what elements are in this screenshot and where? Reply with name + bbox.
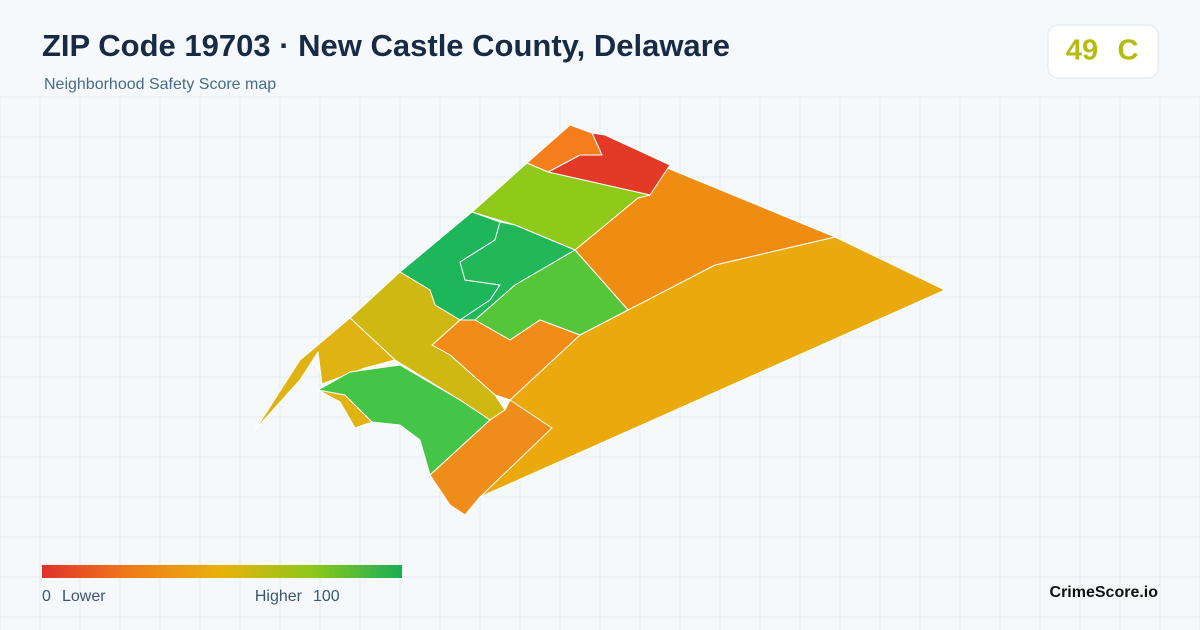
legend-max: 100 xyxy=(313,588,340,605)
score-grade: C xyxy=(1118,35,1139,67)
map-region xyxy=(429,399,553,516)
score-value: 49 xyxy=(1066,35,1098,67)
map-region xyxy=(254,317,396,431)
map xyxy=(254,124,946,516)
map-region xyxy=(459,221,576,321)
legend-gradient xyxy=(42,565,402,578)
legend-min: 0 xyxy=(42,588,51,605)
title: ZIP Code 19703 · New Castle County, Dela… xyxy=(42,28,730,63)
score-badge xyxy=(1047,24,1159,79)
legend-min-label: Lower xyxy=(62,588,106,605)
brand: CrimeScore.io xyxy=(1050,584,1159,601)
subtitle: Neighborhood Safety Score map xyxy=(44,76,276,93)
legend-max-label: Higher xyxy=(255,588,303,605)
